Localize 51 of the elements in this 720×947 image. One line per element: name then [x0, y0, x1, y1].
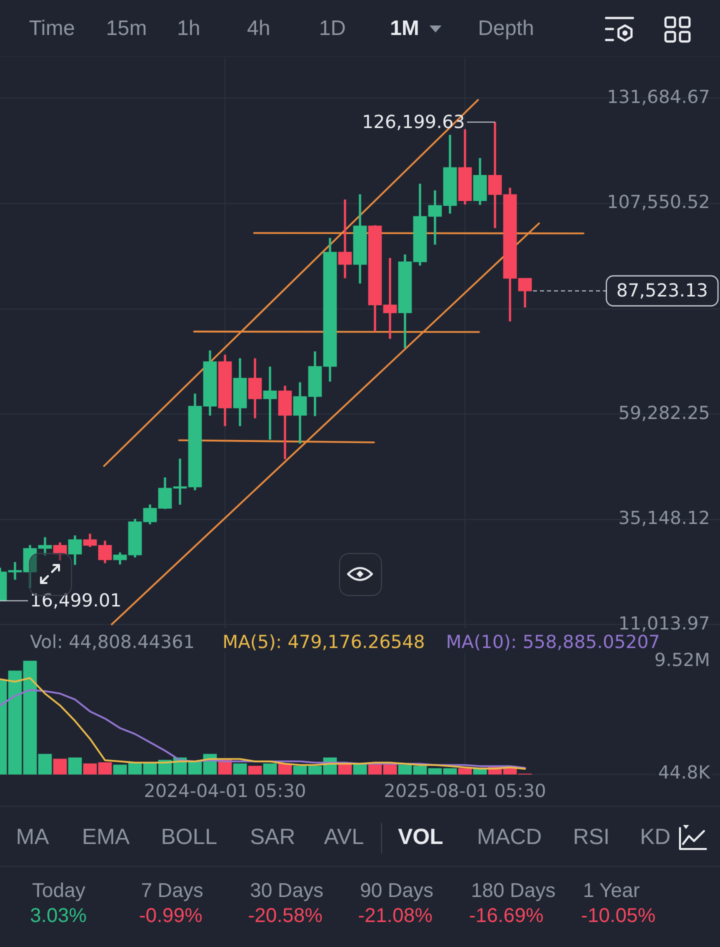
text: 1D — [319, 16, 346, 42]
text: -20.58% — [248, 905, 322, 927]
bar — [458, 768, 472, 774]
bar — [278, 763, 292, 774]
x-tick-label: 2024-04-01 05:30 — [144, 780, 306, 802]
y-tick-label: 11,013.97 — [618, 613, 710, 634]
bar — [53, 758, 67, 774]
category-label: Today — [32, 880, 86, 903]
bar — [233, 763, 247, 774]
ref-line-label: 87,523.13 — [616, 280, 708, 302]
y-tick-label: 35,148.12 — [618, 508, 710, 530]
text: BOLL — [161, 824, 218, 850]
text: MA — [16, 824, 49, 850]
text: MA(10): 558,885.05207 — [446, 632, 660, 652]
y-tick-label: 107,550.52 — [606, 192, 710, 214]
text: -10.05% — [581, 905, 656, 927]
bar — [353, 763, 367, 774]
text: KD — [640, 824, 671, 850]
text: EMA — [82, 824, 130, 850]
text: RSI — [573, 824, 610, 850]
bar — [263, 763, 277, 774]
text: SAR — [250, 824, 296, 850]
category-label: 90 Days — [360, 880, 434, 903]
text: 1h — [177, 16, 200, 42]
text: MACD — [477, 824, 542, 850]
category-label: 7 Days — [141, 880, 204, 903]
bar — [248, 766, 262, 774]
text: Depth — [478, 16, 534, 42]
annotation: 16,499.01 — [30, 590, 122, 612]
y-tick-label: 59,282.25 — [618, 402, 710, 424]
text: 4h — [247, 16, 270, 42]
x-tick-label: 2025-08-01 05:30 — [384, 780, 546, 802]
bar — [68, 758, 82, 774]
text: -21.08% — [358, 905, 432, 927]
y-tick-label: 131,684.67 — [606, 86, 710, 108]
text: Vol: 44,808.44361 — [30, 632, 195, 652]
text: -16.69% — [469, 905, 544, 927]
text: 15m — [106, 16, 147, 42]
y-tick-label: 9.52M — [654, 650, 710, 671]
text: AVL — [324, 824, 364, 850]
text: Time — [29, 16, 75, 42]
category-label: 180 Days — [471, 880, 556, 903]
category-label: 30 Days — [250, 880, 324, 903]
text: -0.99% — [139, 905, 202, 927]
text: 3.03% — [30, 905, 87, 927]
text: VOL — [398, 824, 444, 850]
y-tick-label: 44.8K — [658, 762, 712, 784]
text: MA(5): 479,176.26548 — [222, 632, 425, 652]
bar — [338, 763, 352, 774]
text: 1M — [390, 16, 420, 42]
category-label: 1 Year — [583, 880, 640, 903]
